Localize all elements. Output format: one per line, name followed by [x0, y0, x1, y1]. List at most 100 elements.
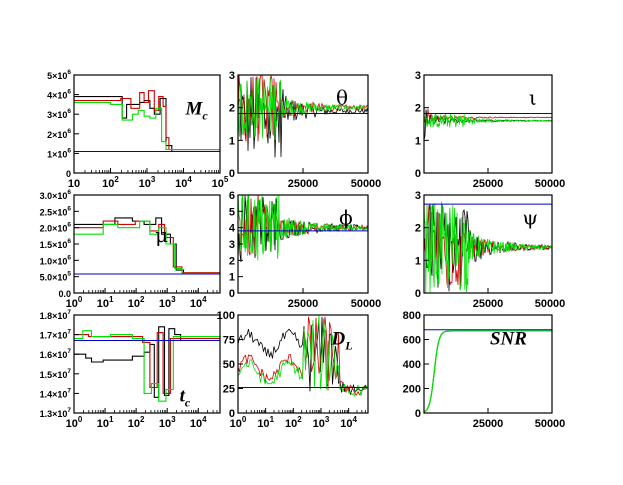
x-tick-label: 50000	[535, 418, 566, 430]
y-tick-label: 4	[229, 223, 236, 235]
y-tick-label: 2	[415, 103, 421, 115]
y-tick-label: 0	[66, 169, 71, 179]
x-tick-label: 50000	[351, 178, 382, 190]
trace-green	[74, 330, 220, 402]
y-tick-label: 0	[229, 408, 235, 420]
trace-red	[238, 75, 368, 142]
x-tick-label: 104	[190, 295, 207, 310]
y-tick-label: 1.3×107	[40, 407, 72, 419]
y-tick-label: 200	[403, 384, 421, 396]
x-tick-label: 104	[190, 415, 207, 430]
x-tick-label: 101	[257, 415, 274, 430]
x-tick-label: 102	[102, 175, 119, 190]
trace-red	[74, 332, 220, 394]
y-tick-label: 1.4×107	[40, 387, 72, 399]
y-tick-label: 1.6×107	[40, 348, 72, 360]
x-tick-label: 25000	[288, 298, 319, 310]
trace-black	[74, 326, 220, 398]
x-tick-label: 102	[128, 295, 145, 310]
panel-snr: 0 200 400 600 800 25000 50000 SNR	[403, 310, 566, 430]
y-tick-label: 5×106	[47, 69, 71, 81]
y-tick-label: 2.5×106	[40, 205, 72, 217]
trace-green	[424, 201, 552, 293]
trace-red	[74, 220, 220, 274]
y-tick-label: 1.5×107	[40, 368, 72, 380]
y-tick-label: 2	[229, 255, 235, 267]
x-tick-label: 103	[139, 175, 156, 190]
panel-label: ι	[529, 86, 537, 110]
x-tick-label: 50000	[535, 178, 566, 190]
y-tick-label: 1.0×106	[40, 254, 72, 266]
x-tick-label: 102	[285, 415, 302, 430]
panel-label: θ	[336, 86, 348, 110]
x-tick-label: 101	[97, 295, 114, 310]
trace-black	[74, 217, 220, 274]
y-tick-label: 2×106	[47, 128, 71, 140]
y-tick-label: 4×106	[47, 89, 71, 101]
trace-black	[238, 316, 368, 395]
y-tick-label: 50	[223, 359, 235, 371]
y-tick-label: 100	[217, 310, 235, 322]
plot-frame	[73, 74, 221, 174]
y-tick-label: 5.0×105	[40, 271, 72, 283]
y-tick-label: 0	[415, 288, 421, 300]
y-tick-label: 3	[229, 70, 235, 82]
y-tick-label: 0	[229, 288, 235, 300]
y-tick-label: 5	[229, 206, 235, 218]
x-tick-label: 101	[97, 415, 114, 430]
x-tick-label: 50000	[351, 298, 382, 310]
panel-label: tc	[180, 385, 191, 409]
y-tick-label: 2	[415, 223, 421, 235]
y-tick-label: 1.5×106	[40, 238, 72, 250]
y-tick-label: 75	[223, 335, 235, 347]
y-tick-label: 0	[229, 168, 235, 180]
plot-frame	[73, 194, 221, 294]
y-tick-label: 1	[229, 272, 235, 284]
y-tick-label: 2.0×106	[40, 222, 72, 234]
y-tick-label: 0.0	[58, 289, 71, 299]
trace-green	[238, 195, 368, 261]
x-tick-label: 100	[230, 415, 247, 430]
y-tick-label: 1.7×107	[40, 329, 72, 341]
panel-label: ϕ	[339, 206, 353, 230]
y-tick-label: 25	[223, 384, 235, 396]
trace-green	[424, 330, 552, 413]
y-tick-label: 600	[403, 335, 421, 347]
x-tick-label: 103	[159, 295, 176, 310]
panel-phi: 0 1 2 3 4 5 6 25000 50000 ϕ	[229, 190, 381, 310]
x-tick-label: 25000	[288, 178, 319, 190]
panel-label: ψ	[522, 206, 538, 230]
x-tick-label: 25000	[473, 178, 504, 190]
x-tick-label: 104	[175, 175, 192, 190]
y-tick-label: 1.8×107	[40, 309, 72, 321]
trace-green	[424, 113, 552, 128]
x-tick-label: 50000	[535, 298, 566, 310]
trace-red	[238, 316, 368, 396]
y-tick-label: 3	[415, 70, 421, 82]
x-tick-label: 105	[212, 175, 229, 190]
panel-label: DL	[330, 329, 352, 353]
x-tick-label: 25000	[473, 418, 504, 430]
panel-label: Mc	[185, 98, 209, 122]
trace-black	[424, 330, 552, 413]
y-tick-label: 0	[415, 408, 421, 420]
trace-black	[424, 109, 552, 140]
x-tick-label: 10	[68, 178, 80, 190]
trace-green	[74, 101, 220, 151]
panel-label: μ	[155, 223, 168, 247]
y-tick-label: 400	[403, 359, 421, 371]
y-tick-label: 3	[229, 239, 235, 251]
y-tick-label: 6	[229, 190, 235, 202]
y-tick-label: 0	[415, 168, 421, 180]
panel-theta: 0 1 2 3 25000 50000 θ	[229, 70, 381, 190]
x-tick-label: 25000	[473, 298, 504, 310]
y-tick-label: 1	[415, 135, 421, 147]
y-tick-label: 3	[415, 190, 421, 202]
plot-frame	[73, 314, 221, 414]
panel-dl: 0 25 50 75 100 100 101 102 103 104 DL	[217, 310, 369, 430]
y-tick-label: 800	[403, 310, 421, 322]
x-tick-label: 102	[128, 415, 145, 430]
x-tick-label: 100	[66, 295, 83, 310]
panel-mu: 0.0 5.0×105 1.0×106 1.5×106 2.0×106 2.5×106 3.…	[40, 189, 221, 310]
x-tick-label: 103	[159, 415, 176, 430]
